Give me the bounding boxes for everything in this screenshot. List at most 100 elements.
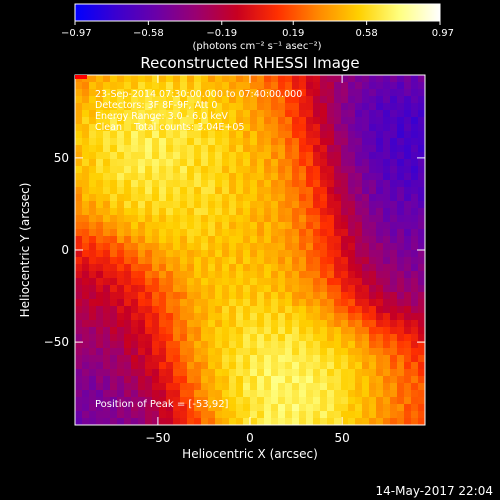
heatmap-cell bbox=[180, 75, 188, 83]
heatmap-cell bbox=[285, 313, 293, 321]
heatmap-cell bbox=[243, 327, 251, 335]
heatmap-cell bbox=[278, 117, 286, 125]
heatmap-cell bbox=[180, 236, 188, 244]
heatmap-cell bbox=[180, 96, 188, 104]
heatmap-cell bbox=[222, 89, 230, 97]
heatmap-cell bbox=[299, 327, 307, 335]
heatmap-cell bbox=[243, 348, 251, 356]
heatmap-cell bbox=[103, 250, 111, 258]
heatmap-cell bbox=[383, 369, 391, 377]
heatmap-cell bbox=[299, 159, 307, 167]
heatmap-cell bbox=[222, 103, 230, 111]
heatmap-cell bbox=[257, 264, 265, 272]
heatmap-cell bbox=[208, 418, 216, 425]
heatmap-cell bbox=[124, 208, 132, 216]
heatmap-cell bbox=[215, 404, 223, 412]
heatmap-cell bbox=[327, 173, 335, 181]
heatmap-cell bbox=[257, 376, 265, 384]
heatmap-cell bbox=[355, 285, 363, 293]
heatmap-cell bbox=[404, 145, 412, 153]
heatmap-cell bbox=[243, 173, 251, 181]
heatmap-cell bbox=[187, 362, 195, 370]
heatmap-cell bbox=[89, 390, 97, 398]
heatmap-cell bbox=[180, 390, 188, 398]
heatmap-cell bbox=[187, 327, 195, 335]
heatmap-cell bbox=[75, 82, 83, 90]
heatmap-cell bbox=[152, 369, 160, 377]
heatmap-cell bbox=[222, 145, 230, 153]
heatmap-cell bbox=[341, 355, 349, 363]
heatmap-cell bbox=[229, 145, 237, 153]
heatmap-cell bbox=[173, 271, 181, 279]
heatmap-cell bbox=[250, 362, 258, 370]
heatmap-cell bbox=[313, 390, 321, 398]
heatmap-cell bbox=[110, 117, 118, 125]
heatmap-cell bbox=[152, 159, 160, 167]
heatmap-cell bbox=[369, 222, 377, 230]
heatmap-cell bbox=[348, 362, 356, 370]
heatmap-cell bbox=[320, 124, 328, 132]
heatmap-cell bbox=[89, 313, 97, 321]
heatmap-cell bbox=[96, 327, 104, 335]
heatmap-cell bbox=[103, 264, 111, 272]
heatmap-cell bbox=[75, 299, 83, 307]
heatmap-cell bbox=[341, 250, 349, 258]
heatmap-cell bbox=[152, 355, 160, 363]
heatmap-cell bbox=[243, 215, 251, 223]
heatmap-cell bbox=[173, 292, 181, 300]
heatmap-cell bbox=[208, 229, 216, 237]
heatmap-cell bbox=[159, 362, 167, 370]
heatmap-cell bbox=[271, 250, 279, 258]
heatmap-cell bbox=[306, 103, 314, 111]
heatmap-cell bbox=[243, 180, 251, 188]
heatmap-cell bbox=[173, 243, 181, 251]
heatmap-cell bbox=[152, 208, 160, 216]
heatmap-cell bbox=[404, 299, 412, 307]
heatmap-cell bbox=[201, 250, 209, 258]
heatmap-cell bbox=[166, 327, 174, 335]
heatmap-cell bbox=[418, 390, 425, 398]
heatmap-cell bbox=[208, 215, 216, 223]
heatmap-cell bbox=[222, 292, 230, 300]
heatmap-cell bbox=[278, 362, 286, 370]
heatmap-cell bbox=[180, 292, 188, 300]
heatmap-cell bbox=[75, 257, 83, 265]
heatmap-cell bbox=[390, 243, 398, 251]
heatmap-cell bbox=[257, 124, 265, 132]
heatmap-cell bbox=[341, 257, 349, 265]
heatmap-cell bbox=[117, 257, 125, 265]
heatmap-cell bbox=[257, 152, 265, 160]
heatmap-cell bbox=[117, 75, 125, 83]
heatmap-cell bbox=[89, 173, 97, 181]
heatmap-cell bbox=[397, 390, 405, 398]
heatmap-cell bbox=[110, 103, 118, 111]
heatmap-cell bbox=[208, 138, 216, 146]
heatmap-cell bbox=[215, 334, 223, 342]
heatmap-cell bbox=[180, 383, 188, 391]
heatmap-cell bbox=[257, 236, 265, 244]
heatmap-cell bbox=[355, 103, 363, 111]
heatmap-cell bbox=[355, 131, 363, 139]
heatmap-cell bbox=[166, 229, 174, 237]
heatmap-cell bbox=[131, 243, 139, 251]
heatmap-cell bbox=[404, 411, 412, 419]
heatmap-cell bbox=[264, 397, 272, 405]
heatmap-cell bbox=[75, 215, 83, 223]
heatmap-cell bbox=[278, 215, 286, 223]
heatmap-cell bbox=[173, 215, 181, 223]
heatmap-cell bbox=[341, 222, 349, 230]
heatmap-cell bbox=[418, 271, 425, 279]
heatmap-cell bbox=[110, 138, 118, 146]
heatmap-cell bbox=[215, 257, 223, 265]
heatmap-cell bbox=[250, 376, 258, 384]
heatmap-cell bbox=[208, 250, 216, 258]
heatmap-cell bbox=[320, 390, 328, 398]
heatmap-cell bbox=[397, 159, 405, 167]
heatmap-cell bbox=[362, 292, 370, 300]
heatmap-cell bbox=[278, 369, 286, 377]
heatmap-cell bbox=[271, 229, 279, 237]
y-tick-label: 0 bbox=[61, 243, 69, 257]
heatmap-cell bbox=[236, 187, 244, 195]
heatmap-cell bbox=[320, 152, 328, 160]
heatmap-cell bbox=[131, 110, 139, 118]
